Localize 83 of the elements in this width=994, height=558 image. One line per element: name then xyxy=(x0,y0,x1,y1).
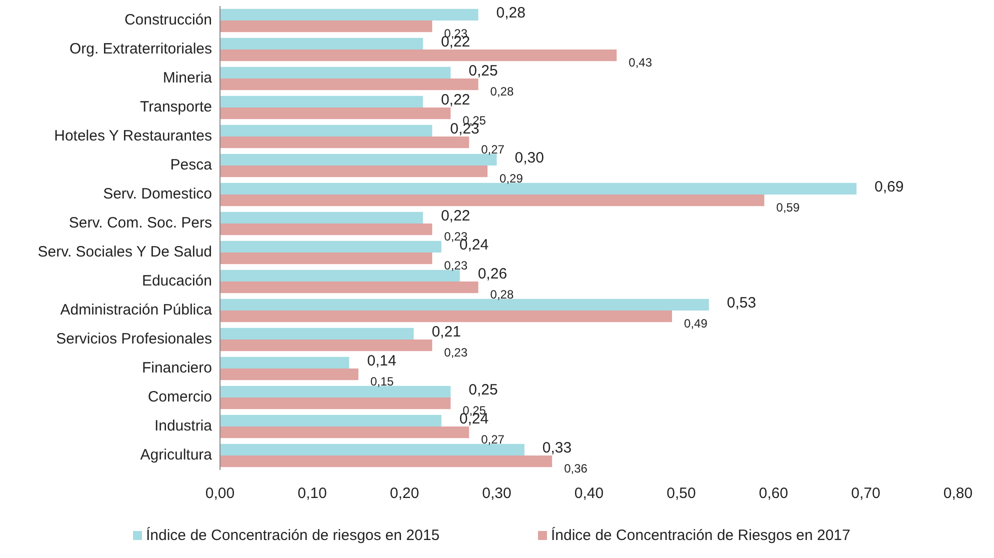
x-tick-label: 0,00 xyxy=(205,485,235,502)
data-label: 0,36 xyxy=(564,461,588,476)
y-tick-label: Financiero xyxy=(142,359,212,376)
data-label: 0,25 xyxy=(468,62,498,80)
bar xyxy=(220,212,423,224)
y-tick-label: Servicios Profesionales xyxy=(56,330,212,348)
data-label: 0,28 xyxy=(490,84,514,98)
data-label: 0,59 xyxy=(776,200,800,214)
y-tick-label: Hoteles Y Restaurantes xyxy=(54,127,212,144)
bar xyxy=(220,386,451,398)
legend-label: Índice de Concentración de riesgos en 2015 xyxy=(146,526,440,544)
bar xyxy=(220,456,552,468)
bar xyxy=(220,328,414,340)
data-label: 0,22 xyxy=(440,208,470,225)
data-label: 0,15 xyxy=(370,374,394,388)
x-tick-label: 0,50 xyxy=(666,485,696,502)
data-label: 0,29 xyxy=(500,171,524,186)
x-tick-label: 0,70 xyxy=(851,485,880,502)
data-label: 0,53 xyxy=(726,294,756,312)
bar xyxy=(220,66,451,78)
bar xyxy=(220,108,451,120)
y-tick-label: Educación xyxy=(142,272,212,290)
bar xyxy=(220,166,488,178)
bar xyxy=(220,240,442,252)
y-tick-label: Agricultura xyxy=(140,446,213,464)
x-tick-label: 0,80 xyxy=(943,485,973,502)
x-tick-label: 0,20 xyxy=(390,485,420,502)
bar xyxy=(220,224,432,236)
x-tick-label: 0,60 xyxy=(758,485,788,502)
data-label: 0,21 xyxy=(432,324,461,341)
y-tick-label: Serv. Com. Soc. Pers xyxy=(68,214,212,232)
bar xyxy=(220,96,423,108)
bar xyxy=(220,356,350,368)
y-tick-label: Pesca xyxy=(170,156,213,174)
data-label: 0,30 xyxy=(514,150,544,167)
bar xyxy=(220,368,358,380)
x-tick-label: 0,40 xyxy=(574,485,604,502)
data-label: 0,26 xyxy=(478,266,508,283)
data-label: 0,43 xyxy=(628,55,652,70)
y-tick-label: Mineria xyxy=(162,69,213,86)
bar xyxy=(220,398,451,410)
bar xyxy=(220,136,470,148)
bar xyxy=(220,20,432,32)
y-tick-label: Transporte xyxy=(140,98,212,116)
bar xyxy=(220,444,524,456)
data-label: 0,23 xyxy=(444,345,468,360)
y-tick-label: Industria xyxy=(154,417,213,434)
y-tick-label: Org. Extraterritoriales xyxy=(69,40,212,58)
data-label: 0,14 xyxy=(367,352,396,370)
bar xyxy=(220,270,460,282)
bar xyxy=(220,8,478,20)
y-tick-label: Construcción xyxy=(124,11,212,28)
bar xyxy=(220,252,432,264)
bar xyxy=(220,340,432,352)
bar xyxy=(220,194,764,206)
legend-label: Índice de Concentración de Riesgos en 2017 xyxy=(551,526,850,544)
bar xyxy=(220,310,672,322)
x-tick-label: 0,30 xyxy=(482,485,512,502)
y-tick-label: Administración Pública xyxy=(60,301,213,318)
bar xyxy=(220,182,857,194)
bar xyxy=(220,78,478,90)
bar xyxy=(220,124,432,136)
data-label: 0,49 xyxy=(684,316,708,330)
data-label: 0,25 xyxy=(468,382,498,399)
bar xyxy=(220,282,478,294)
data-label: 0,27 xyxy=(481,432,505,446)
bar xyxy=(220,426,470,438)
data-label: 0,69 xyxy=(874,178,904,196)
y-tick-label: Comercio xyxy=(148,388,212,406)
data-label: 0,23 xyxy=(444,258,468,272)
y-tick-label: Serv. Sociales Y De Salud xyxy=(38,243,212,260)
data-label: 0,22 xyxy=(440,92,470,109)
bar xyxy=(220,298,709,310)
data-label: 0,27 xyxy=(481,142,505,156)
bar xyxy=(220,154,497,166)
data-label: 0,28 xyxy=(490,287,514,302)
bar xyxy=(220,414,442,426)
data-label: 0,28 xyxy=(496,4,526,22)
bar xyxy=(220,38,423,50)
bar xyxy=(220,50,617,62)
data-label: 0,33 xyxy=(542,440,572,457)
x-tick-label: 0,10 xyxy=(298,485,327,502)
y-tick-label: Serv. Domestico xyxy=(103,185,212,202)
